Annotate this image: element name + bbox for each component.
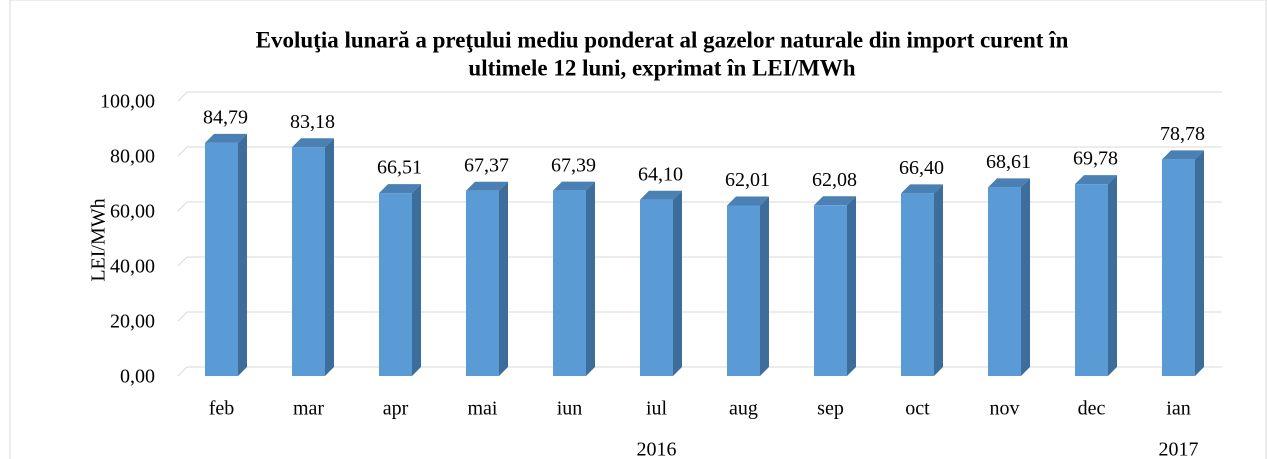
bar-top	[205, 133, 247, 143]
grid-line	[177, 366, 1222, 377]
y-tick-label: 60,00	[110, 201, 155, 223]
bar	[466, 190, 499, 376]
bar-top	[292, 138, 334, 148]
bar	[640, 199, 673, 376]
x-group-label: 2017	[1159, 439, 1199, 459]
grid-line	[177, 146, 1222, 157]
y-tick-label: 100,00	[100, 91, 155, 113]
bar	[292, 147, 325, 376]
bar	[1162, 159, 1195, 376]
bar	[727, 205, 760, 376]
bar-side	[934, 184, 943, 376]
y-tick-label: 20,00	[110, 311, 155, 333]
x-tick-label: feb	[209, 398, 235, 420]
bar-top	[814, 196, 856, 206]
bar	[553, 190, 586, 376]
bar-top	[553, 181, 595, 191]
value-label: 62,08	[812, 169, 857, 191]
bar	[814, 205, 847, 376]
bar-top	[640, 190, 682, 200]
x-tick-label: ian	[1166, 398, 1190, 420]
bar-top	[379, 184, 421, 194]
grid-line	[177, 256, 1222, 267]
value-label: 84,79	[203, 106, 248, 128]
chart-title: ultimele 12 luni, exprimat în LEI/MWh	[468, 55, 855, 80]
bar-side	[1108, 175, 1117, 376]
value-label: 66,51	[377, 157, 422, 179]
x-tick-label: iul	[646, 398, 668, 420]
bar-side	[412, 184, 421, 376]
bar	[1075, 184, 1108, 376]
x-tick-label: mai	[468, 398, 498, 420]
y-tick-label: 0,00	[120, 366, 155, 388]
y-tick-label: 80,00	[110, 146, 155, 168]
bar-side	[1021, 178, 1030, 376]
grid-line	[177, 201, 1222, 212]
bar	[379, 193, 412, 376]
grid-line	[177, 311, 1222, 322]
value-label: 67,39	[551, 154, 596, 176]
bar-side	[238, 133, 247, 376]
value-label: 78,78	[1160, 123, 1205, 145]
bar	[901, 193, 934, 376]
bar	[988, 187, 1021, 376]
bar-top	[901, 184, 943, 194]
bar-side	[673, 190, 682, 376]
bar-side	[499, 181, 508, 376]
value-label: 68,61	[986, 151, 1031, 173]
bar-side	[325, 138, 334, 376]
y-tick-label: 40,00	[110, 256, 155, 278]
value-label: 64,10	[638, 163, 683, 185]
bar-side	[760, 196, 769, 376]
bar-side	[847, 196, 856, 376]
x-tick-label: oct	[905, 398, 930, 420]
bar-top	[727, 196, 769, 206]
value-label: 66,40	[899, 157, 944, 179]
x-tick-label: dec	[1078, 398, 1106, 420]
x-tick-label: aug	[729, 398, 758, 420]
bar-top	[1075, 175, 1117, 185]
bar	[205, 142, 238, 376]
value-label: 62,01	[725, 169, 770, 191]
value-label: 67,37	[464, 154, 509, 176]
x-tick-label: apr	[383, 398, 409, 420]
x-group-label: 2016	[637, 439, 677, 459]
x-tick-label: mar	[293, 398, 324, 420]
value-label: 83,18	[290, 111, 335, 133]
bar-top	[988, 178, 1030, 188]
bar-side	[1195, 150, 1204, 376]
x-tick-label: sep	[817, 398, 844, 420]
bar-top	[1162, 150, 1204, 160]
bar-top	[466, 181, 508, 191]
chart-title: Evoluţia lunară a preţului mediu pondera…	[256, 27, 1069, 52]
x-tick-label: iun	[557, 398, 583, 420]
value-label: 69,78	[1073, 148, 1118, 170]
x-tick-label: nov	[990, 398, 1020, 420]
bar-side	[586, 181, 595, 376]
grid-line	[177, 91, 1222, 102]
y-axis-label: LEI/MWh	[88, 198, 110, 281]
